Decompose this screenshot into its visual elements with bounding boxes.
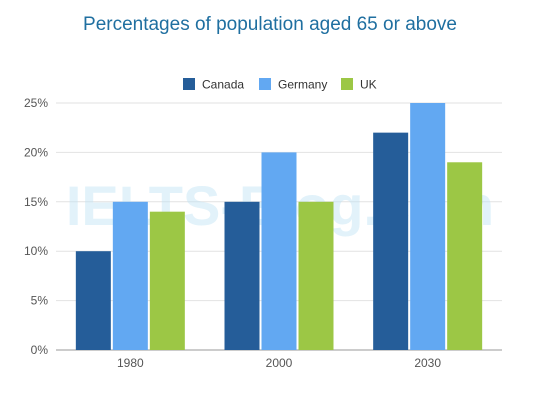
y-tick-label: 0%	[31, 343, 49, 357]
y-tick-label: 5%	[31, 294, 49, 308]
bar-canada-2000	[224, 201, 260, 350]
y-tick-label: 10%	[24, 244, 48, 258]
chart-title: Percentages of population aged 65 or abo…	[83, 14, 457, 35]
y-tick-label: 20%	[24, 145, 48, 159]
bar-canada-2030	[373, 132, 409, 350]
bar-germany-2000	[261, 152, 297, 350]
bar-uk-1980	[149, 211, 185, 350]
bars	[75, 103, 483, 350]
bar-germany-2030	[410, 103, 446, 350]
y-tick-label: 25%	[24, 96, 48, 110]
legend-swatch-canada	[183, 78, 195, 90]
x-tick-label: 1980	[117, 356, 144, 370]
bar-uk-2000	[298, 201, 334, 350]
x-axis-ticks: 1980 2000 2030	[117, 356, 441, 370]
legend-label-uk: UK	[360, 78, 377, 92]
legend-swatch-germany	[259, 78, 271, 90]
legend: Canada Germany UK	[183, 78, 377, 92]
bar-germany-1980	[112, 201, 148, 350]
legend-label-canada: Canada	[202, 78, 244, 92]
y-axis-ticks: 0% 5% 10% 15% 20% 25%	[24, 96, 48, 357]
bar-uk-2030	[447, 162, 483, 350]
y-tick-label: 15%	[24, 195, 48, 209]
legend-swatch-uk	[341, 78, 353, 90]
bar-canada-1980	[75, 251, 111, 350]
x-tick-label: 2000	[266, 356, 293, 370]
legend-label-germany: Germany	[278, 78, 327, 92]
x-tick-label: 2030	[414, 356, 441, 370]
